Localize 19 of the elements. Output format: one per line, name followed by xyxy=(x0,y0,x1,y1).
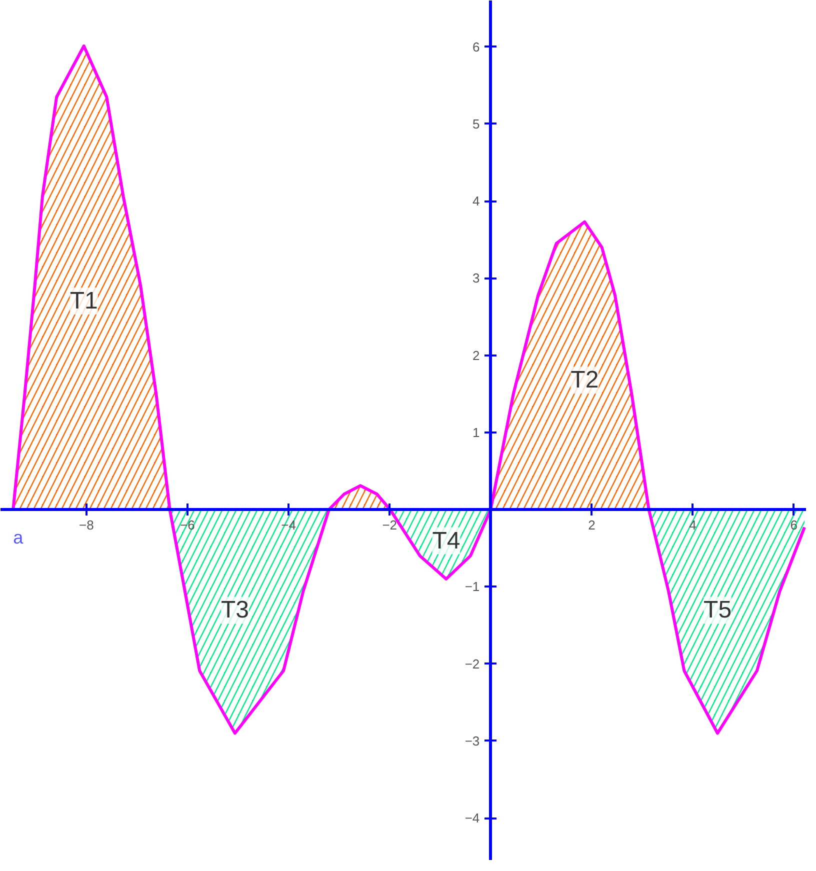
y-tick-label: 4 xyxy=(472,194,480,209)
x-tick-label: −2 xyxy=(382,518,398,533)
y-tick-label: −3 xyxy=(464,733,480,748)
y-tick-label: −1 xyxy=(464,579,480,594)
series-label: T5 xyxy=(704,596,732,624)
y-tick-label: 5 xyxy=(472,116,480,132)
series-label: T2 xyxy=(570,366,599,394)
series-label: T3 xyxy=(220,596,249,624)
y-tick-label: −4 xyxy=(464,810,480,826)
y-tick-label: 1 xyxy=(472,424,480,440)
annotation: a xyxy=(13,528,24,548)
y-tick-label: 2 xyxy=(472,348,480,363)
series-label: T1 xyxy=(70,287,98,314)
x-tick-label: 2 xyxy=(588,518,596,533)
y-tick-label: 3 xyxy=(472,270,480,286)
series-label: T4 xyxy=(432,527,460,554)
x-tick-label: −8 xyxy=(78,518,94,533)
y-tick-label: 6 xyxy=(472,39,480,54)
y-tick-label: −2 xyxy=(464,656,480,672)
